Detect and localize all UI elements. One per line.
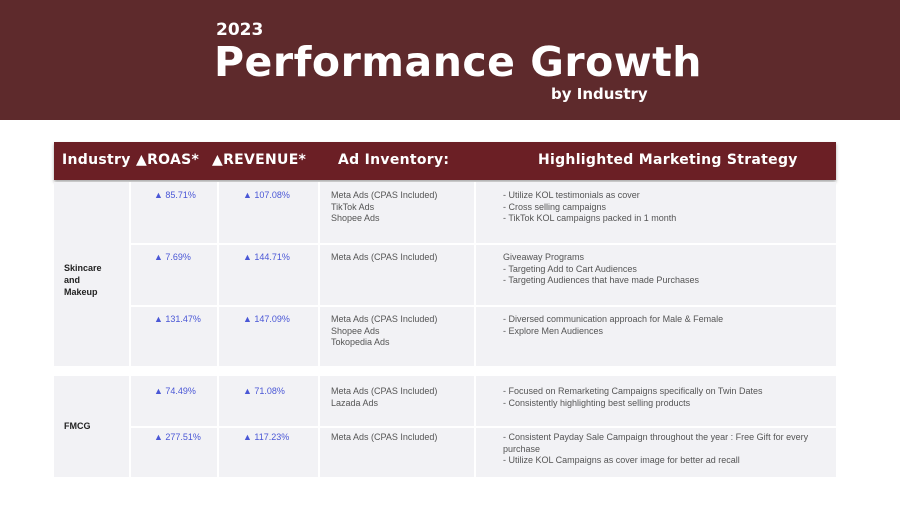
strategy-cell: - Utilize KOL testimonials as cover - Cr… — [503, 190, 677, 223]
banner-year: 2023 — [216, 20, 264, 40]
roas-value: ▲ 74.49% — [154, 386, 196, 396]
table-header: Industry ▲ROAS* ▲REVENUE* Ad Inventory: … — [54, 142, 836, 180]
revenue-value: ▲ 71.08% — [243, 386, 285, 396]
industry-group-fmcg: FMCG ▲ 74.49% ▲ 71.08% Meta Ads (CPAS In… — [54, 376, 836, 477]
industry-group-skincare: Skincare and Makeup ▲ 85.71% ▲ 107.08% M… — [54, 182, 836, 366]
ad-inventory-cell: Meta Ads (CPAS Included) — [331, 252, 438, 262]
table-row: ▲ 85.71% ▲ 107.08% Meta Ads (CPAS Includ… — [54, 182, 836, 243]
header-roas: ▲ROAS* — [136, 152, 200, 168]
strategy-cell: - Consistent Payday Sale Campaign throug… — [503, 432, 809, 465]
strategy-cell: - Focused on Remarketing Campaigns speci… — [503, 386, 763, 408]
ad-inventory-cell: Meta Ads (CPAS Included) Lazada Ads — [331, 386, 438, 408]
header-ad-inventory: Ad Inventory: — [338, 152, 450, 168]
industry-label: Skincare and Makeup — [64, 263, 102, 297]
revenue-value: ▲ 144.71% — [243, 252, 290, 262]
roas-value: ▲ 277.51% — [154, 432, 201, 442]
revenue-value: ▲ 107.08% — [243, 190, 290, 200]
roas-value: ▲ 131.47% — [154, 314, 201, 324]
roas-value: ▲ 85.71% — [154, 190, 196, 200]
header-industry: Industry — [62, 152, 131, 168]
roas-value: ▲ 7.69% — [154, 252, 191, 262]
ad-inventory-cell: Meta Ads (CPAS Included) TikTok Ads Shop… — [331, 190, 438, 223]
revenue-value: ▲ 117.23% — [243, 432, 290, 442]
header-marketing-strategy: Highlighted Marketing Strategy — [538, 152, 798, 168]
revenue-value: ▲ 147.09% — [243, 314, 290, 324]
table-row: ▲ 277.51% ▲ 117.23% Meta Ads (CPAS Inclu… — [129, 426, 836, 477]
ad-inventory-cell: Meta Ads (CPAS Included) — [331, 432, 438, 442]
ad-inventory-cell: Meta Ads (CPAS Included) Shopee Ads Toko… — [331, 314, 438, 347]
banner-subtitle: by Industry — [551, 85, 648, 103]
table-row: ▲ 131.47% ▲ 147.09% Meta Ads (CPAS Inclu… — [129, 305, 836, 366]
table-row: ▲ 74.49% ▲ 71.08% Meta Ads (CPAS Include… — [54, 376, 836, 426]
industry-label: FMCG — [64, 421, 91, 431]
strategy-cell: Giveaway Programs - Targeting Add to Car… — [503, 252, 699, 285]
title-banner: 2023 Performance Growth by Industry — [0, 0, 900, 120]
header-revenue: ▲REVENUE* — [212, 152, 307, 168]
table-row: ▲ 7.69% ▲ 144.71% Meta Ads (CPAS Include… — [129, 243, 836, 305]
strategy-cell: - Diversed communication approach for Ma… — [503, 314, 724, 336]
banner-title: Performance Growth — [214, 38, 702, 86]
